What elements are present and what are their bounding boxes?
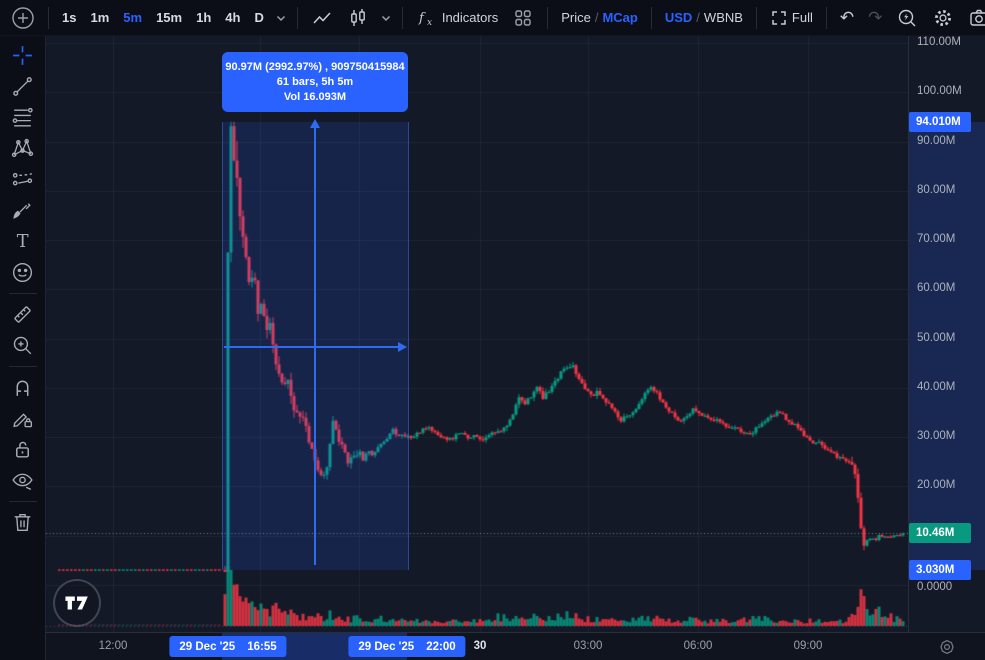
price-tick-90.00M: 90.00M: [917, 134, 956, 147]
price-tick-70.00M: 70.00M: [917, 233, 956, 246]
measure-up-arrowhead-icon: [310, 119, 320, 128]
measure-bars-text: 61 bars, 5h 5m: [276, 76, 354, 88]
price-tick-110.00M: 110.00M: [917, 36, 961, 48]
measure-change-text: 90.97M (2992.97%) , 909750415984: [225, 61, 405, 73]
measure-price-range-highlight: [909, 122, 985, 570]
current-price-badge: 10.46M: [909, 523, 971, 544]
price-tick-40.00M: 40.00M: [917, 380, 956, 393]
time-tick-30: 30: [473, 640, 487, 652]
price-tick-30.00M: 30.00M: [917, 430, 956, 443]
time-axis[interactable]: 12:00 30 03:00 06:00 09:00 29 Dec '25 16:55 29 …: [46, 632, 985, 660]
measure-bottom-price-badge: 3.030M: [909, 560, 971, 581]
measure-right-arrowhead-icon: [398, 342, 407, 352]
measure-volume-text: Vol 16.093M: [283, 91, 347, 103]
measure-top-price-badge: 94.010M: [909, 111, 971, 132]
tradingview-logo-icon: [64, 594, 90, 612]
timezone-gear-icon[interactable]: [939, 639, 955, 655]
price-tick-20.00M: 20.00M: [917, 479, 956, 492]
price-axis[interactable]: 110.00M 100.00M 90.00M 80.00M 70.00M 60.00M 50…: [908, 36, 985, 632]
measure-end-time-badge: 29 Dec '25 22:00: [348, 636, 466, 657]
tradingview-logo[interactable]: [53, 579, 101, 627]
time-tick-03:00: 03:00: [573, 640, 603, 652]
price-tick-80.00M: 80.00M: [917, 183, 956, 196]
time-tick-06:00: 06:00: [683, 640, 713, 652]
measure-horizontal-arrow: [224, 346, 400, 348]
measure-tooltip: 90.97M (2992.97%) , 909750415984 61 bars…: [222, 52, 408, 112]
measure-start-time-badge: 29 Dec '25 16:55: [169, 636, 287, 657]
time-tick-09:00: 09:00: [793, 640, 823, 652]
price-tick-60.00M: 60.00M: [917, 282, 956, 295]
price-tick-100.00M: 100.00M: [917, 85, 962, 98]
price-tick-50.00M: 50.00M: [917, 331, 956, 344]
time-tick-12:00: 12:00: [98, 640, 128, 652]
price-tick-0.0000: 0.0000: [917, 581, 953, 593]
